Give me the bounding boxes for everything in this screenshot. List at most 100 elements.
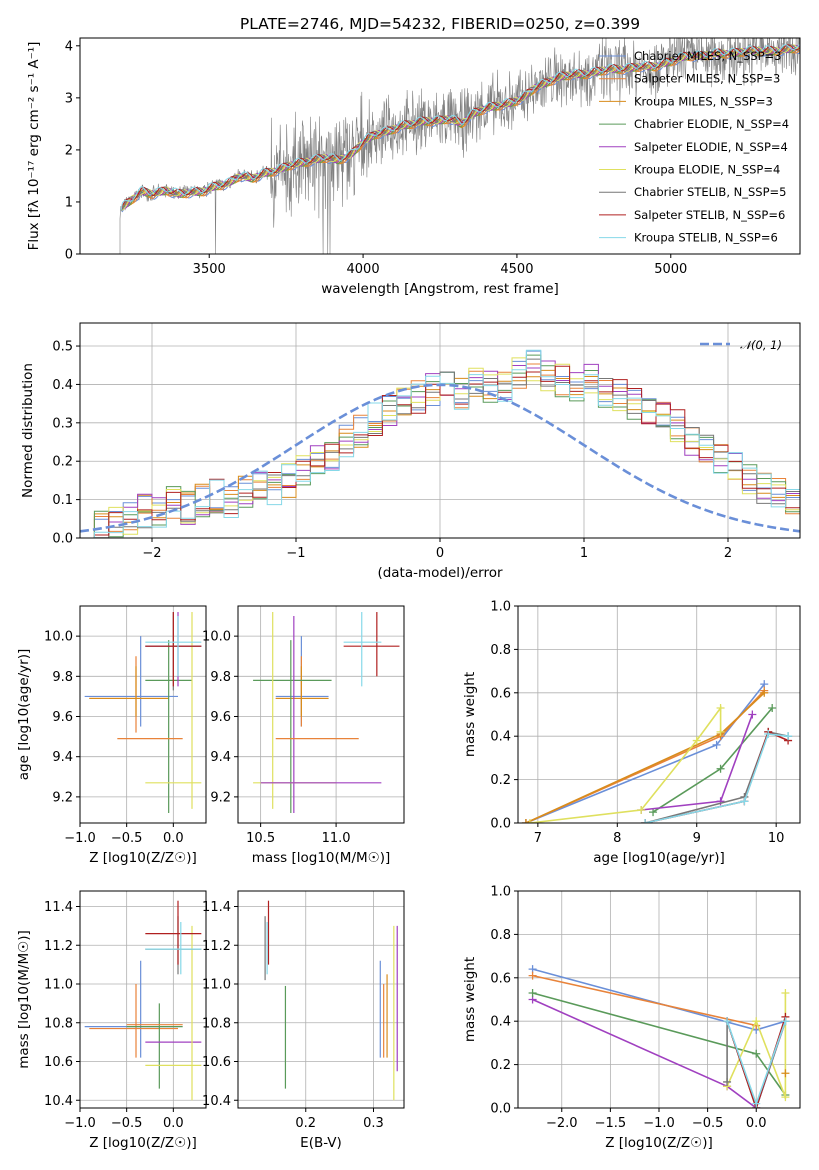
- spectrum-ytick-label-0: 0: [65, 248, 73, 263]
- mass-weight-vs-Z-axes: −2.0 −1.5 −1.0 −0.5 0.0 0.0 0.2 0.4 0.6 0.8 1.0 Z […: [462, 885, 801, 1151]
- age-vs-Z-ytick-label-2: 9.6: [52, 710, 73, 725]
- age-vs-Z-plot-area: [84, 612, 202, 813]
- legend-label-1: Salpeter MILES, N_SSP=3: [634, 72, 780, 86]
- spectrum-ylabel: Flux [fλ 10⁻¹⁷ erg cm⁻² s⁻¹ A⁻¹]: [26, 42, 42, 251]
- mass-weight-vs-age-xtick-label-1: 8: [613, 831, 621, 846]
- mass-vs-Z-ytick-label-3: 11.0: [44, 978, 73, 993]
- mass-weight-vs-age-marker-8-1: [740, 797, 749, 806]
- residuals-ytick-label-2: 0.2: [52, 455, 73, 470]
- age-vs-Z-point-3: [145, 640, 192, 813]
- spectrum-plot-area: [119, 38, 800, 254]
- mass-weight-vs-age-marker-8-2: [764, 730, 773, 739]
- mass-vs-EBV-ytick-label-0: 10.4: [202, 1094, 231, 1109]
- age-vs-Z-frame: [79, 605, 207, 824]
- legend-label-3: Chabrier ELODIE, N_SSP=4: [634, 117, 789, 131]
- mass-weight-vs-age-ylabel: mass weight: [462, 672, 478, 757]
- mass-weight-vs-Z-xtick-label-1: −1.5: [595, 1116, 627, 1131]
- mass-weight-vs-age-marker-8-3: [784, 732, 793, 741]
- spectrum-ytick-label-4: 4: [65, 39, 73, 54]
- mass-weight-vs-Z-marker-8-0: [781, 1069, 790, 1078]
- residuals-xlabel: (data-model)/error: [377, 565, 503, 581]
- spectrum-ytick-label-2: 2: [65, 143, 73, 158]
- mass-weight-vs-Z-ytick-label-3: 0.6: [490, 971, 511, 986]
- mass-weight-vs-age-line-8: [644, 733, 789, 823]
- mass-vs-Z-ytick-label-4: 11.2: [44, 939, 73, 954]
- mass-vs-Z-point-2: [126, 1003, 183, 1089]
- spectrum-legend: Chabrier MILES, N_SSP=3 Salpeter MILES, N…: [599, 49, 789, 245]
- model-spectrum-line-7: [120, 44, 800, 211]
- mass-weight-vs-Z-xtick-label-2: −1.0: [643, 1116, 675, 1131]
- age-vs-mass-point-5: [253, 612, 337, 809]
- residual-legend: 𝒩(0, 1): [700, 338, 782, 352]
- legend-label-6: Chabrier STELIB, N_SSP=5: [634, 185, 786, 199]
- age-vs-mass-point-0: [275, 636, 329, 727]
- mass-vs-Z-point-6: [145, 900, 202, 965]
- spectrum-xtick-label-2: 4500: [500, 262, 533, 277]
- mass-weight-vs-Z-marker-3-0: [528, 988, 537, 997]
- mass-vs-EBV-ytick-label-5: 11.4: [202, 900, 231, 915]
- spectrum-ytick-label-3: 3: [65, 91, 73, 106]
- mass-weight-vs-age-plot-area: [521, 680, 793, 823]
- mass-vs-Z-point-0: [84, 960, 178, 1058]
- model-spectrum-line-3: [120, 45, 800, 211]
- mass-vs-EBV-xtick-label-0: 0.2: [295, 1116, 316, 1131]
- age-vs-mass-point-2: [275, 666, 329, 717]
- mass-weight-vs-age-xtick-label-0: 7: [534, 831, 542, 846]
- spectrum-frame: [79, 37, 801, 255]
- mass-weight-vs-Z-ytick-label-4: 0.8: [490, 928, 511, 943]
- mass-vs-Z-ytick-label-2: 10.8: [44, 1016, 73, 1031]
- mass-weight-vs-Z-xlabel: Z [log10(Z/Z☉)]: [605, 1135, 713, 1151]
- legend-label-8: Kroupa STELIB, N_SSP=6: [634, 231, 778, 245]
- mass-weight-vs-Z-marker-7-2: [781, 1017, 790, 1026]
- residuals-xtick-label-1: −1: [286, 546, 305, 561]
- mass-vs-Z-xtick-label-0: −1.0: [64, 1116, 96, 1131]
- age-vs-Z-ytick-label-1: 9.4: [52, 750, 73, 765]
- mass-vs-EBV-ytick-label-3: 11.0: [202, 978, 231, 993]
- mass-vs-EBV-ytick-label-1: 10.6: [202, 1055, 231, 1070]
- mass-weight-vs-Z-xtick-label-0: −2.0: [546, 1116, 578, 1131]
- age-vs-Z-xlabel: Z [log10(Z/Z☉)]: [89, 850, 197, 866]
- age-vs-mass-ytick-label-3: 9.8: [210, 670, 231, 685]
- mass-vs-EBV-xtick-label-1: 0.3: [363, 1116, 384, 1131]
- mass-vs-Z-point-7: [145, 922, 202, 975]
- mass-weight-vs-age-marker-8-0: [641, 819, 650, 823]
- spectrum-ytick-label-1: 1: [65, 195, 73, 210]
- mass-weight-vs-Z-xtick-label-3: −0.5: [692, 1116, 724, 1131]
- age-vs-mass-axes: 10.5 11.0 9.2 9.4 9.6 9.8 10.0 mass [log10(M/M☉…: [202, 605, 405, 866]
- model-spectrum-line-4: [120, 44, 800, 211]
- mass-weight-vs-age-ytick-label-3: 0.6: [490, 686, 511, 701]
- mass-weight-vs-age-marker-0-1: [712, 740, 721, 749]
- age-vs-mass-point-7: [343, 612, 400, 677]
- mass-weight-vs-Z-marker-4-3: [781, 988, 790, 997]
- mass-weight-vs-Z-line-4: [726, 993, 787, 1098]
- mass-weight-vs-Z-marker-1-0: [528, 971, 537, 980]
- legend-label-5: Kroupa ELODIE, N_SSP=4: [634, 163, 780, 177]
- mass-weight-vs-age-line-5: [529, 705, 722, 823]
- mass-weight-vs-age-series-5: [525, 703, 725, 823]
- mass-weight-vs-Z-series-8: [781, 1069, 790, 1078]
- mass-weight-vs-Z-marker-7-0: [723, 1017, 732, 1026]
- mass-weight-vs-age-marker-5-3: [716, 703, 725, 712]
- mass-weight-vs-age-line-0: [525, 683, 765, 823]
- mass-vs-Z-xlabel: Z [log10(Z/Z☉)]: [89, 1135, 197, 1151]
- age-vs-Z-point-7: [145, 612, 202, 687]
- mass-vs-EBV-axes: 0.2 0.3 10.4 10.6 10.8 11.0 11.2 11.4 E(B-V): [202, 890, 405, 1151]
- mass-weight-vs-Z-marker-4-2: [781, 1093, 790, 1102]
- normal-curve: [80, 383, 800, 533]
- mass-vs-Z-ytick-label-0: 10.4: [44, 1094, 73, 1109]
- mass-weight-vs-Z-ytick-label-1: 0.2: [490, 1058, 511, 1073]
- residuals-ylabel: Normed distribution: [20, 363, 36, 498]
- age-vs-mass-xtick-label-0: 10.5: [246, 831, 275, 846]
- model-spectrum-line-5: [120, 44, 800, 211]
- mass-weight-vs-Z-series-4: [723, 988, 790, 1102]
- mass-vs-Z-xtick-label-1: −0.5: [111, 1116, 143, 1131]
- mass-weight-vs-Z-ytick-label-5: 1.0: [490, 885, 511, 900]
- mass-weight-vs-age-marker-5-4: [716, 727, 725, 736]
- age-vs-Z-point-1: [89, 656, 169, 733]
- mass-weight-vs-age-marker-5-0: [525, 819, 534, 823]
- mass-weight-vs-age-ytick-label-4: 0.8: [490, 643, 511, 658]
- mass-weight-vs-age-ytick-label-1: 0.2: [490, 773, 511, 788]
- residuals-xtick-label-0: −2: [142, 546, 161, 561]
- mass-weight-vs-Z-ytick-label-0: 0.0: [490, 1102, 511, 1117]
